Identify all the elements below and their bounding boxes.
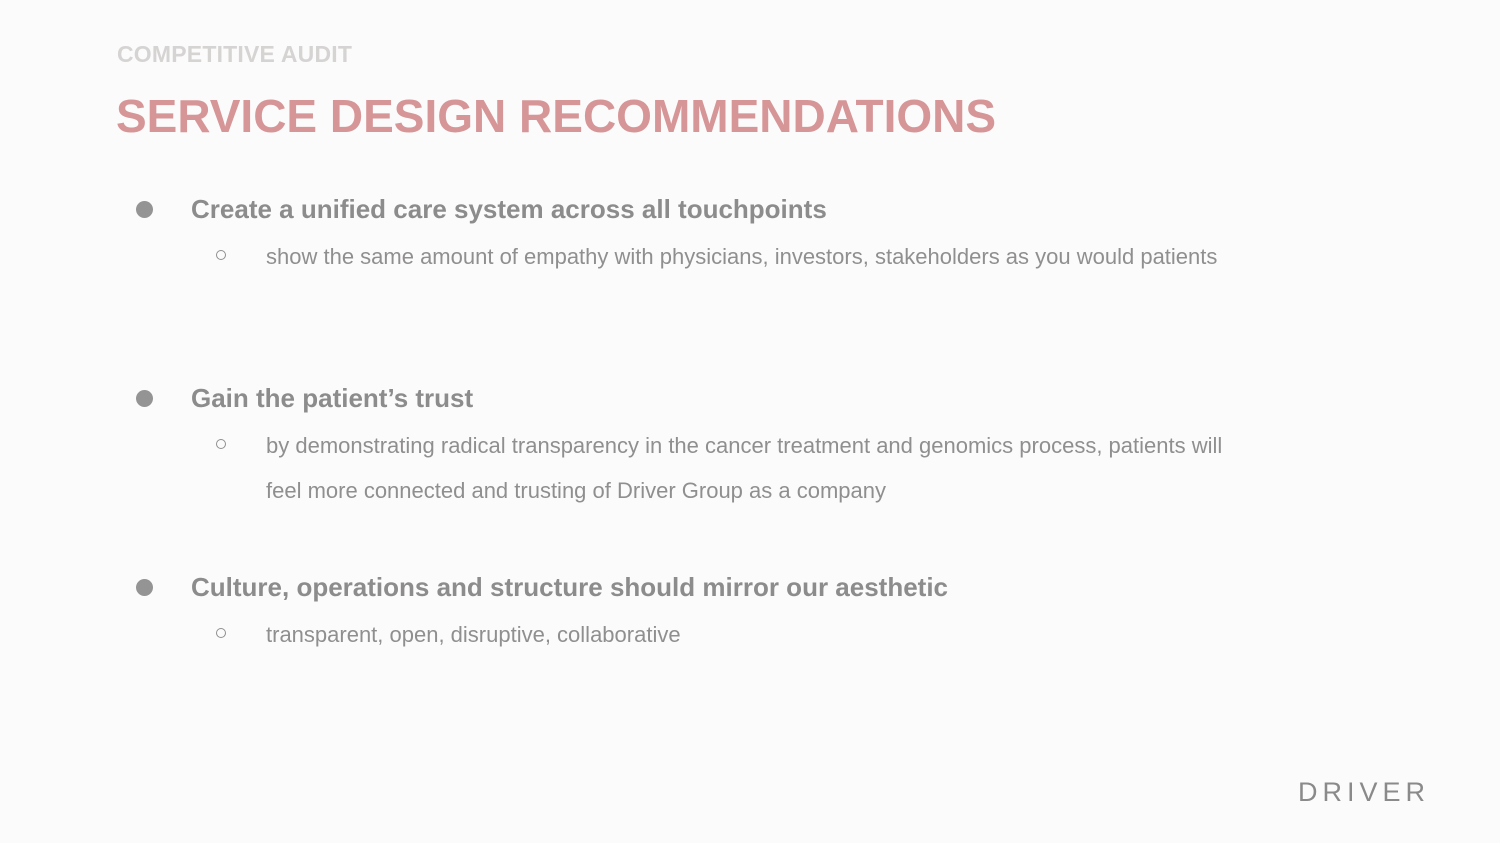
eyebrow-label: COMPETITIVE AUDIT: [117, 41, 353, 67]
hollow-bullet-icon: [216, 439, 226, 449]
bullet-dot-icon: [136, 201, 153, 218]
bullet-dot-icon: [136, 579, 153, 596]
bullet-dot-icon: [136, 390, 153, 407]
item-heading: Culture, operations and structure should…: [191, 572, 949, 602]
item-detail: show the same amount of empathy with phy…: [266, 244, 1218, 269]
hollow-bullet-icon: [216, 628, 226, 638]
hollow-bullet-icon: [216, 250, 226, 260]
item-heading: Gain the patient’s trust: [191, 383, 474, 413]
item-detail: transparent, open, disruptive, collabora…: [266, 622, 681, 647]
slide-title: SERVICE DESIGN RECOMMENDATIONS: [116, 90, 997, 142]
item-heading: Create a unified care system across all …: [191, 194, 827, 224]
driver-logo: DRIVER: [1298, 777, 1431, 807]
item-detail: by demonstrating radical transparency in…: [266, 433, 1223, 503]
